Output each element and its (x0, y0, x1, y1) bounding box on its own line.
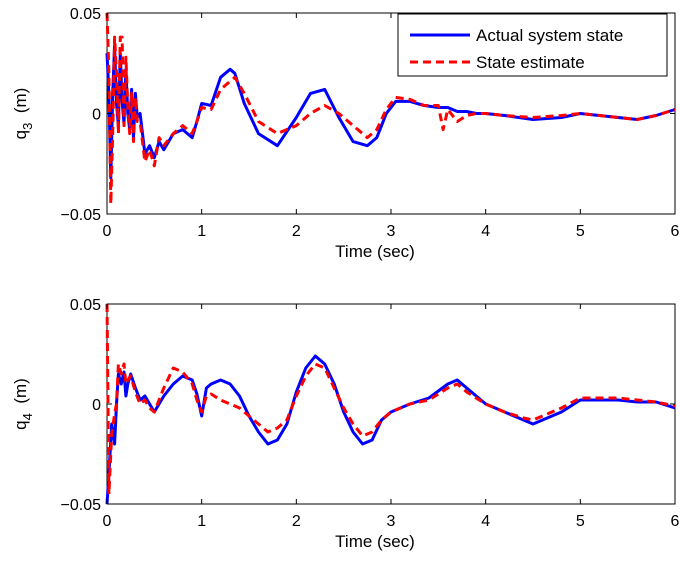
y-axis-label: q3 (m) (11, 88, 35, 140)
x-axis-label: Time (sec) (335, 532, 415, 551)
y-tick-label: −0.05 (61, 207, 102, 224)
legend-box (397, 13, 668, 77)
x-tick-label: 1 (197, 223, 206, 240)
x-tick-label: 4 (481, 223, 490, 240)
y-axis-label: q4 (m) (11, 378, 35, 430)
x-axis-label: Time (sec) (335, 242, 415, 261)
x-tick-label: 5 (576, 513, 585, 530)
x-tick-label: 2 (292, 223, 301, 240)
legend-label: State estimate (476, 53, 585, 72)
x-tick-label: 1 (197, 513, 206, 530)
y-tick-label: −0.05 (61, 497, 102, 514)
y-tick-label: 0 (92, 397, 101, 414)
x-tick-label: 3 (387, 223, 396, 240)
x-tick-label: 3 (387, 513, 396, 530)
y-tick-label: 0.05 (70, 297, 101, 314)
x-tick-label: 2 (292, 513, 301, 530)
x-tick-label: 6 (671, 513, 680, 530)
legend-label: Actual system state (476, 26, 623, 45)
x-tick-label: 5 (576, 223, 585, 240)
plot-frame (106, 303, 676, 505)
y-tick-label: 0.05 (70, 6, 101, 23)
y-tick-label: 0 (92, 107, 101, 124)
legend: Actual system state State estimate (397, 13, 668, 77)
x-tick-label: 6 (671, 223, 680, 240)
x-tick-label: 4 (481, 513, 490, 530)
series-line-estimate (105, 303, 676, 496)
series-line-estimate (105, 12, 676, 206)
x-tick-label: 0 (103, 513, 112, 530)
x-tick-label: 0 (103, 223, 112, 240)
